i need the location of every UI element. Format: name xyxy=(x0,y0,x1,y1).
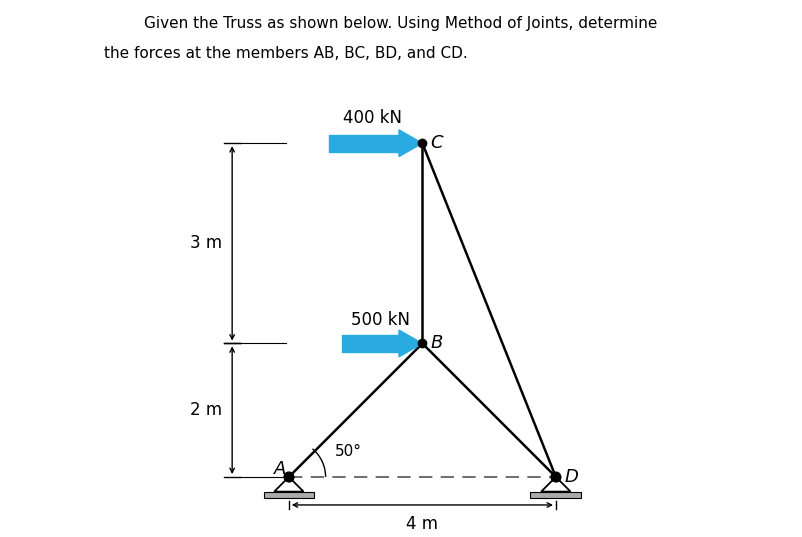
Polygon shape xyxy=(399,330,423,357)
Text: 500 kN: 500 kN xyxy=(351,311,411,329)
Text: 4 m: 4 m xyxy=(407,515,439,533)
Text: Given the Truss as shown below. Using Method of Joints, determine: Given the Truss as shown below. Using Me… xyxy=(144,16,658,31)
Bar xyxy=(342,335,399,352)
Text: D: D xyxy=(565,468,578,486)
Text: 3 m: 3 m xyxy=(190,234,222,252)
Text: B: B xyxy=(431,335,443,352)
Circle shape xyxy=(551,472,561,482)
Text: C: C xyxy=(431,134,443,152)
Text: 2 m: 2 m xyxy=(190,401,222,419)
Text: A: A xyxy=(274,460,286,478)
Polygon shape xyxy=(399,130,423,157)
Circle shape xyxy=(284,472,294,482)
Bar xyxy=(329,135,399,152)
Bar xyxy=(264,491,314,498)
Text: the forces at the members AB, BC, BD, and CD.: the forces at the members AB, BC, BD, an… xyxy=(104,46,468,61)
Text: 50°: 50° xyxy=(334,444,362,459)
Bar xyxy=(530,491,581,498)
Text: 400 kN: 400 kN xyxy=(342,108,402,127)
